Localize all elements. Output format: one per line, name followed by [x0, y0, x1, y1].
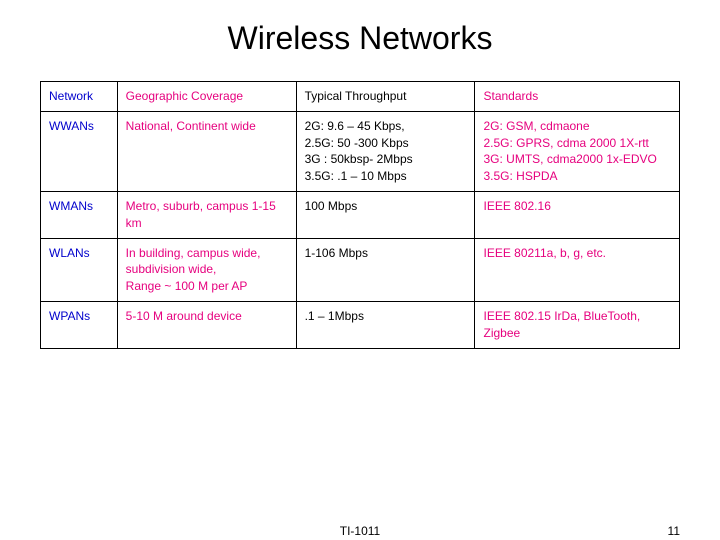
cell-network: WPANs: [41, 301, 118, 348]
cell-throughput: 2G: 9.6 – 45 Kbps,2.5G: 50 -300 Kbps3G :…: [296, 111, 475, 191]
header-coverage: Geographic Coverage: [117, 82, 296, 112]
cell-throughput: .1 – 1Mbps: [296, 301, 475, 348]
page-title: Wireless Networks: [40, 20, 680, 57]
cell-coverage: In building, campus wide, subdivision wi…: [117, 238, 296, 301]
wireless-networks-table: Network Geographic Coverage Typical Thro…: [40, 81, 680, 349]
header-network: Network: [41, 82, 118, 112]
header-standards: Standards: [475, 82, 680, 112]
cell-standards: IEEE 80211a, b, g, etc.: [475, 238, 680, 301]
header-throughput: Typical Throughput: [296, 82, 475, 112]
table-row: WPANs 5-10 M around device .1 – 1Mbps IE…: [41, 301, 680, 348]
cell-standards: IEEE 802.15 IrDa, BlueTooth, Zigbee: [475, 301, 680, 348]
footer-page: 11: [668, 524, 680, 538]
table-row: WLANs In building, campus wide, subdivis…: [41, 238, 680, 301]
cell-coverage: 5-10 M around device: [117, 301, 296, 348]
cell-network: WLANs: [41, 238, 118, 301]
cell-coverage: Metro, suburb, campus 1-15 km: [117, 191, 296, 238]
cell-coverage: National, Continent wide: [117, 111, 296, 191]
table-header-row: Network Geographic Coverage Typical Thro…: [41, 82, 680, 112]
footer-code: TI-1011: [340, 524, 380, 538]
cell-network: WWANs: [41, 111, 118, 191]
table-row: WMANs Metro, suburb, campus 1-15 km 100 …: [41, 191, 680, 238]
cell-standards: IEEE 802.16: [475, 191, 680, 238]
cell-throughput: 1-106 Mbps: [296, 238, 475, 301]
cell-throughput: 100 Mbps: [296, 191, 475, 238]
cell-standards: 2G: GSM, cdmaone2.5G: GPRS, cdma 2000 1X…: [475, 111, 680, 191]
cell-network: WMANs: [41, 191, 118, 238]
table-row: WWANs National, Continent wide 2G: 9.6 –…: [41, 111, 680, 191]
